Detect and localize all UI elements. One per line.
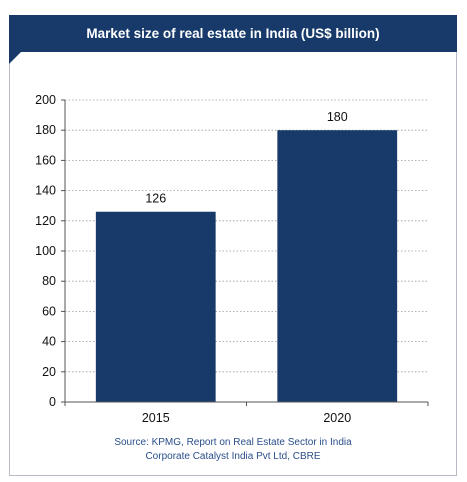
- y-tick-label: 180: [35, 123, 56, 137]
- y-tick-label: 160: [35, 153, 56, 167]
- y-tick-label: 200: [35, 93, 56, 107]
- source-line-2: Corporate Catalyst India Pvt Ltd, CBRE: [145, 451, 321, 462]
- y-tick-label: 120: [35, 214, 56, 228]
- x-tick-label-2015: 2015: [142, 411, 170, 425]
- y-tick-label: 40: [42, 335, 56, 349]
- axes: [61, 99, 429, 406]
- data-label-2020: 180: [327, 110, 348, 124]
- y-tick-label: 100: [35, 244, 56, 258]
- bar-2020: [277, 130, 398, 402]
- labels: 0 20 40 60 80 100 120 140 160 180 200 126 2015 180 202…: [35, 93, 351, 425]
- bars: [95, 130, 398, 402]
- chart-title: Market size of real estate in India (US$…: [9, 15, 457, 52]
- source-note: Source: KPMG, Report on Real Estate Sect…: [9, 436, 457, 464]
- y-tick-label: 0: [49, 395, 56, 409]
- y-tick-label: 80: [42, 274, 56, 288]
- y-tick-label: 140: [35, 184, 56, 198]
- y-tick-label: 60: [42, 304, 56, 318]
- y-tick-label: 20: [42, 365, 56, 379]
- x-tick-label-2020: 2020: [323, 411, 351, 425]
- bar-2015: [95, 211, 216, 402]
- data-label-2015: 126: [145, 192, 166, 206]
- source-line-1: Source: KPMG, Report on Real Estate Sect…: [114, 437, 352, 448]
- title-banner-fold: [9, 52, 21, 64]
